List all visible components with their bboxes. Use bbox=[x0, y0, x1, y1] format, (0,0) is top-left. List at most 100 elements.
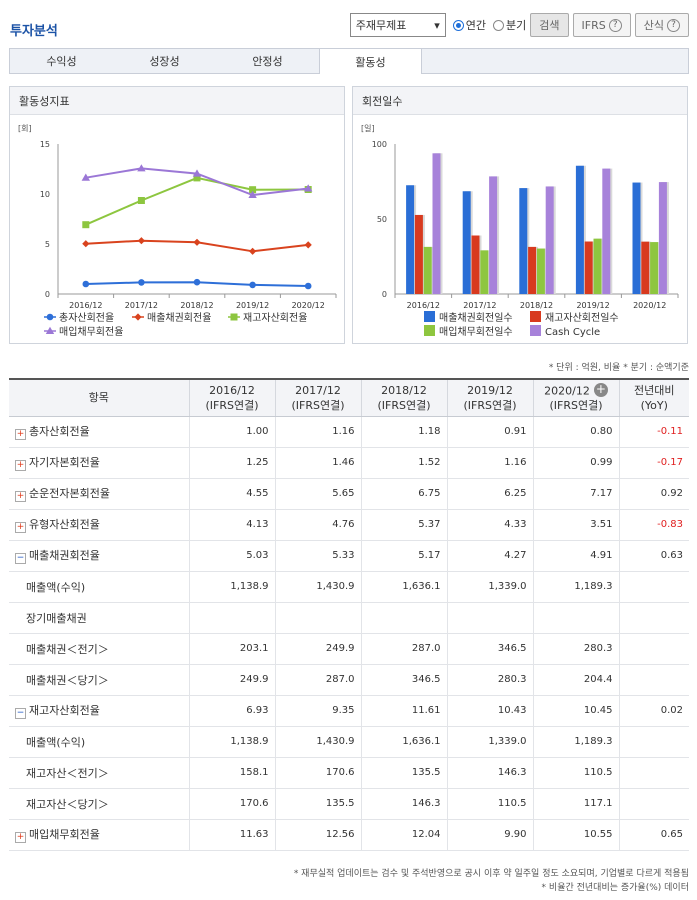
period-year: 2019/12 bbox=[467, 383, 513, 397]
data-point bbox=[193, 278, 201, 286]
ifrs-help-button[interactable]: IFRS ? bbox=[572, 13, 631, 37]
expand-icon[interactable]: + bbox=[15, 522, 26, 533]
value-cell: 146.3 bbox=[447, 757, 534, 789]
data-point bbox=[81, 173, 90, 181]
y-tick-label: 0 bbox=[382, 290, 387, 299]
radio-quarter[interactable]: 분기 bbox=[493, 17, 526, 33]
expand-icon[interactable]: + bbox=[15, 429, 26, 440]
series-3 bbox=[81, 164, 313, 198]
value-cell: 7.17 bbox=[533, 478, 620, 510]
page-title: 투자분석 bbox=[10, 24, 58, 39]
table-row: 재고자산＜전기＞ 158.1 170.6 135.5 146.3 110.5 bbox=[9, 757, 689, 789]
row-label-cell: + 자기자본회전율 bbox=[9, 447, 190, 479]
row-label-cell: 재고자산＜전기＞ bbox=[9, 757, 190, 789]
value-cell: 1,138.9 bbox=[189, 571, 276, 603]
value-cell bbox=[189, 602, 276, 634]
value-cell: 4.91 bbox=[533, 540, 620, 572]
bar bbox=[632, 182, 641, 294]
value-cell: 4.27 bbox=[447, 540, 534, 572]
period-basis: (IFRS연결) bbox=[291, 398, 345, 412]
table-row: − 재고자산회전율 6.93 9.35 11.61 10.43 10.45 0.02 bbox=[9, 695, 689, 727]
header-item: 항목 bbox=[9, 379, 190, 417]
header-period: 2016/12 (IFRS연결) bbox=[189, 379, 276, 417]
row-label-cell: − 매출채권회전율 bbox=[9, 540, 190, 572]
search-button-label: 검색 bbox=[539, 19, 560, 32]
add-period-icon[interactable]: + bbox=[593, 382, 608, 397]
value-cell bbox=[533, 602, 620, 634]
legend-marker bbox=[46, 313, 54, 321]
legend-label: 총자산회전율 bbox=[59, 312, 114, 324]
formula-button-label: 산식 bbox=[643, 19, 664, 32]
tab-growth[interactable]: 성장성 bbox=[149, 55, 180, 68]
value-cell: 9.90 bbox=[447, 819, 534, 851]
row-label-cell: + 총자산회전율 bbox=[9, 416, 190, 448]
y-tick-label: 100 bbox=[372, 140, 387, 149]
value-cell: 0.91 bbox=[447, 416, 534, 448]
value-cell: 6.75 bbox=[361, 478, 448, 510]
x-tick-label: 2018/12 bbox=[180, 301, 213, 310]
legend-label: 재고자산회전일수 bbox=[545, 312, 619, 324]
bar bbox=[480, 250, 489, 294]
bar bbox=[528, 246, 537, 294]
expand-icon[interactable]: + bbox=[15, 460, 26, 471]
x-tick-label: 2017/12 bbox=[463, 301, 496, 310]
bar bbox=[602, 168, 611, 294]
value-cell: 4.13 bbox=[189, 509, 276, 541]
data-point bbox=[192, 169, 202, 177]
x-tick-label: 2019/12 bbox=[236, 301, 269, 310]
expand-icon[interactable]: + bbox=[15, 491, 26, 502]
row-label-cell: − 재고자산회전율 bbox=[9, 695, 190, 727]
tab-activity[interactable]: 활동성 bbox=[319, 48, 422, 74]
legend-marker bbox=[230, 313, 238, 321]
activity-ratio-chart: [회] 0 5 10 15 2016/12 2017/12 2018/12 2019/12 202… bbox=[18, 124, 337, 338]
y-tick-label: 15 bbox=[40, 140, 50, 149]
row-label-cell: 매출채권＜당기＞ bbox=[9, 664, 190, 696]
table-row: 매출액(수익) 1,138.9 1,430.9 1,636.1 1,339.0 1,189… bbox=[9, 726, 689, 758]
period-basis: (IFRS연결) bbox=[377, 398, 431, 412]
data-point bbox=[193, 174, 201, 182]
legend-marker bbox=[45, 326, 55, 334]
x-tick-label: 2019/12 bbox=[576, 301, 609, 310]
tab-profitability[interactable]: 수익성 bbox=[46, 55, 77, 68]
yoy-cell: 0.92 bbox=[619, 478, 689, 510]
value-cell: 249.9 bbox=[275, 633, 362, 665]
radio-annual[interactable]: 연간 bbox=[452, 17, 487, 33]
tab-stability[interactable]: 안정성 bbox=[252, 55, 283, 68]
radio-annual-label: 연간 bbox=[465, 19, 487, 32]
data-point bbox=[137, 237, 145, 245]
value-cell: 5.17 bbox=[361, 540, 448, 572]
value-cell: 1.16 bbox=[447, 447, 534, 479]
value-cell: 3.51 bbox=[533, 509, 620, 541]
value-cell: 5.03 bbox=[189, 540, 276, 572]
yoy-cell bbox=[619, 664, 689, 696]
activity-ratio-panel: 활동성지표 [회] 0 5 10 15 2016/12 2017/12 2018/12 2019… bbox=[9, 86, 345, 344]
yoy-cell bbox=[619, 633, 689, 665]
collapse-icon[interactable]: − bbox=[15, 708, 26, 719]
table-row: 매출채권＜전기＞ 203.1 249.9 287.0 346.5 280.3 bbox=[9, 633, 689, 665]
bar bbox=[462, 191, 471, 294]
question-icon: ? bbox=[667, 18, 680, 32]
table-row: 재고자산＜당기＞ 170.6 135.5 146.3 110.5 117.1 bbox=[9, 788, 689, 820]
series-1 bbox=[82, 237, 312, 255]
row-label-cell: + 유형자산회전율 bbox=[9, 509, 190, 541]
statement-type-select[interactable]: 주재무제표 ▾ bbox=[349, 13, 446, 37]
value-cell: 135.5 bbox=[361, 757, 448, 789]
search-button[interactable]: 검색 bbox=[530, 13, 569, 37]
row-label: 총자산회전율 bbox=[29, 425, 90, 438]
value-cell: 10.43 bbox=[447, 695, 534, 727]
value-cell: 6.93 bbox=[189, 695, 276, 727]
collapse-icon[interactable]: − bbox=[15, 553, 26, 564]
y-axis-unit: [일] bbox=[361, 124, 375, 133]
yoy-sub-label: (YoY) bbox=[640, 398, 668, 412]
value-cell: 9.35 bbox=[275, 695, 362, 727]
expand-icon[interactable]: + bbox=[15, 832, 26, 843]
legend-label: 매출채권회전율 bbox=[147, 312, 211, 324]
bar bbox=[423, 246, 432, 294]
formula-help-button[interactable]: 산식 ? bbox=[634, 13, 689, 37]
yoy-cell: 0.63 bbox=[619, 540, 689, 572]
bar bbox=[536, 248, 545, 294]
period-year: 2020/12 bbox=[544, 384, 590, 397]
value-cell: 110.5 bbox=[533, 757, 620, 789]
period-basis: (IFRS연결) bbox=[463, 398, 517, 412]
row-label: 재고자산회전율 bbox=[29, 704, 100, 717]
